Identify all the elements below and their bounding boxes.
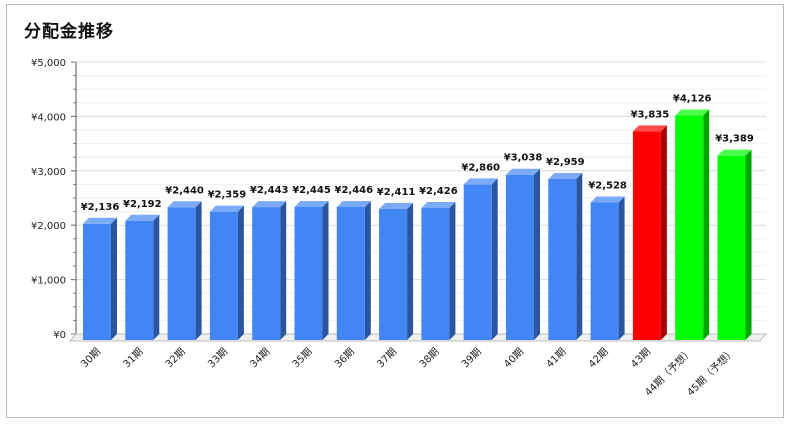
data-label: ¥3,038: [504, 153, 543, 164]
bar: [167, 207, 196, 340]
x-tick-label: 40期: [502, 346, 527, 371]
bar: [506, 174, 534, 340]
x-tick-label: 38期: [417, 346, 442, 371]
data-label: ¥2,860: [461, 162, 500, 173]
bar-side: [280, 201, 287, 340]
x-tick-label: 34期: [248, 346, 273, 371]
bar-side: [618, 196, 625, 340]
bar-top: [83, 217, 117, 224]
data-label: ¥3,835: [631, 109, 670, 120]
bar: [590, 202, 619, 340]
bar-side: [364, 200, 371, 340]
data-label: ¥2,959: [546, 157, 585, 168]
data-label: ¥2,426: [419, 186, 458, 197]
data-label: ¥2,528: [588, 180, 627, 191]
bar: [548, 179, 577, 340]
bar-side: [534, 168, 540, 340]
y-tick-label: ¥1,000: [31, 276, 66, 287]
x-tick-label: 41期: [544, 346, 569, 371]
bar-top: [294, 200, 329, 207]
x-tick-label: 32期: [163, 346, 188, 371]
bar-top: [590, 196, 625, 203]
bar-top: [167, 201, 202, 208]
bar-top: [717, 149, 752, 156]
bar-top: [506, 168, 540, 175]
bar-side: [153, 214, 160, 340]
y-tick-label: ¥4,000: [31, 112, 66, 123]
bar: [252, 207, 281, 340]
bar-side: [660, 125, 667, 340]
bar-side: [322, 200, 329, 340]
x-tick-label: 35期: [290, 346, 315, 371]
data-label: ¥2,446: [335, 185, 374, 196]
bar-top: [463, 178, 498, 185]
bar-top: [252, 201, 287, 208]
bar: [294, 206, 323, 340]
bar: [209, 211, 238, 340]
x-tick-label: 31期: [121, 346, 146, 371]
y-tick-label: ¥5,000: [31, 58, 66, 69]
x-tick-label: 36期: [332, 346, 357, 371]
data-label: ¥2,359: [208, 190, 247, 201]
bar: [717, 155, 746, 340]
data-label: ¥4,126: [673, 94, 712, 105]
bar-top: [421, 202, 456, 209]
bar-top: [675, 109, 710, 116]
bar-side: [407, 202, 414, 340]
bar-side: [491, 178, 498, 340]
bar-side: [703, 109, 710, 341]
bar-top: [336, 200, 371, 207]
x-tick-label: 37期: [375, 346, 400, 371]
bar-side: [745, 149, 752, 340]
data-label: ¥2,443: [250, 185, 289, 196]
y-tick-label: ¥0: [53, 330, 66, 341]
bar-top: [125, 214, 160, 221]
x-tick-label: 43期: [628, 346, 653, 371]
bar-side: [111, 217, 117, 340]
bar-side: [195, 201, 202, 340]
y-tick-label: ¥2,000: [31, 221, 66, 232]
x-tick-label: 33期: [205, 346, 230, 371]
chart-title: 分配金推移: [24, 22, 114, 42]
data-label: ¥2,440: [165, 185, 204, 196]
bar-side: [576, 173, 583, 340]
bar-side: [449, 202, 456, 340]
bar-top: [379, 202, 414, 209]
x-tick-label: 42期: [586, 346, 611, 371]
data-label: ¥2,192: [123, 199, 162, 210]
y-tick-label: ¥3,000: [31, 167, 66, 178]
data-label: ¥2,411: [377, 187, 416, 198]
x-tick-label: 30期: [79, 346, 104, 371]
bar: [125, 220, 154, 340]
data-label: ¥2,136: [81, 202, 120, 213]
bar: [675, 115, 704, 341]
bar-top: [209, 205, 244, 212]
data-label: ¥2,445: [292, 185, 331, 196]
bar: [421, 208, 450, 340]
bar: [463, 184, 492, 340]
bar: [83, 223, 111, 340]
bar-top: [632, 125, 667, 132]
bar: [379, 208, 408, 340]
x-tick-label: 39期: [459, 346, 484, 371]
data-label: ¥3,389: [715, 134, 754, 145]
bar: [632, 131, 661, 340]
bar-top: [548, 173, 583, 180]
bar-side: [237, 205, 244, 340]
bar: [336, 206, 365, 340]
